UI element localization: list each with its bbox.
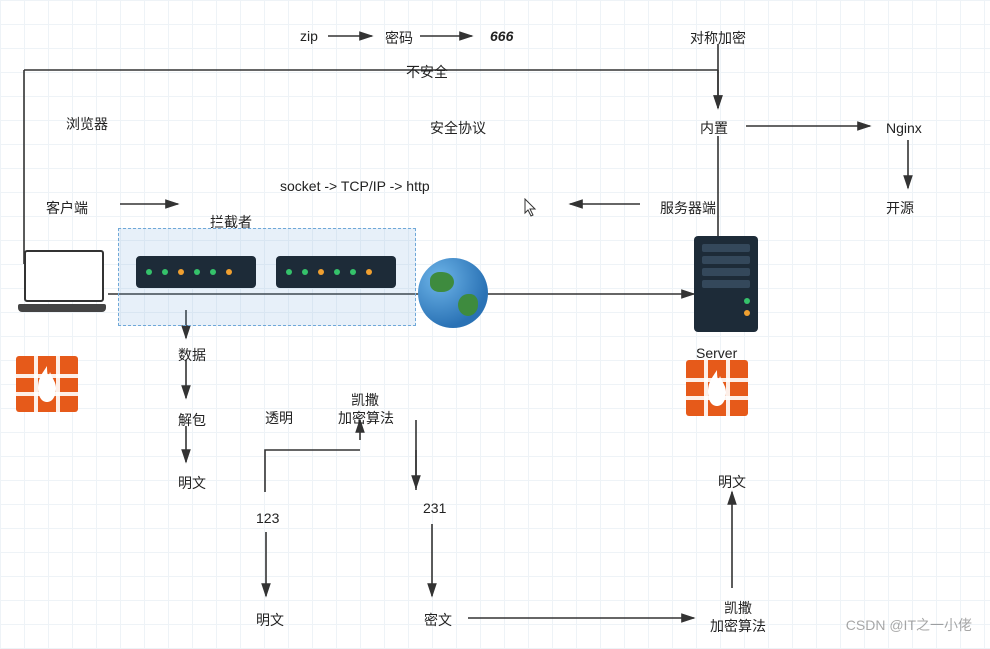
laptop-icon [18,250,106,312]
label-data: 数据 [178,345,206,365]
label-socket-chain: socket -> TCP/IP -> http [280,178,430,194]
label-123: 123 [256,510,279,526]
label-zip: zip [300,28,318,44]
label-server: Server [696,345,737,361]
label-231: 231 [423,500,446,516]
router-icon [276,256,396,288]
firewall-icon [16,356,78,412]
diagram-canvas: zip 密码 666 对称加密 不安全 浏览器 安全协议 内置 Nginx 客户… [0,0,990,649]
label-browser: 浏览器 [66,114,108,134]
router-icon [136,256,256,288]
label-server-side: 服务器端 [660,198,716,218]
firewall-icon [686,360,748,416]
label-nginx: Nginx [886,120,922,136]
label-caesar-2b: 加密算法 [710,616,766,636]
label-caesar-1a: 凯撒 [351,390,379,410]
label-client: 客户端 [46,198,88,218]
server-icon [694,236,758,332]
label-unpack: 解包 [178,410,206,430]
label-666: 666 [490,28,513,44]
label-plaintext-2: 明文 [256,610,284,630]
label-password: 密码 [385,28,413,48]
label-symmetric-encryption: 对称加密 [690,28,746,48]
label-builtin: 内置 [700,118,728,138]
label-caesar-1b: 加密算法 [338,408,394,428]
label-plaintext-3: 明文 [718,472,746,492]
label-transparent: 透明 [265,408,293,428]
label-insecure: 不安全 [406,62,448,82]
globe-icon [418,258,488,328]
label-ciphertext: 密文 [424,610,452,630]
label-opensource: 开源 [886,198,914,218]
label-plaintext-1: 明文 [178,473,206,493]
watermark: CSDN @IT之一小佬 [846,615,972,635]
label-caesar-2a: 凯撒 [724,598,752,618]
label-security-protocol: 安全协议 [430,118,486,138]
cursor-icon [524,198,538,218]
